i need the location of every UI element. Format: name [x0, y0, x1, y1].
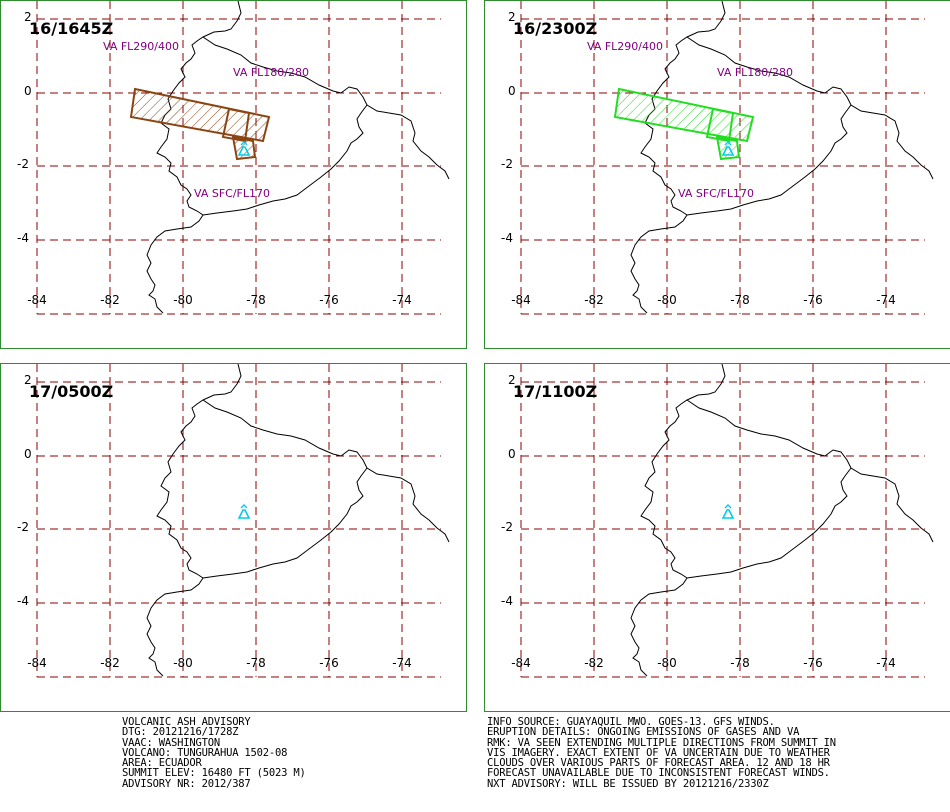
lon-tick-label: -76: [803, 656, 823, 670]
coastline: [146, 364, 242, 677]
lon-tick-label: -74: [876, 293, 896, 307]
lon-tick-label: -80: [657, 656, 677, 670]
country-border: [202, 399, 450, 579]
ash-area-fl290-400: [613, 87, 755, 143]
lon-tick-label: -80: [173, 656, 193, 670]
lon-tick-label: -78: [730, 656, 750, 670]
lat-tick-label: 2: [24, 10, 32, 24]
map-canvas-1: [36, 1, 450, 315]
advisory-line: RMK: VA SEEN EXTENDING MULTIPLE DIRECTIO…: [487, 736, 836, 749]
lat-tick-label: 0: [508, 447, 516, 461]
map-panel-3: 17/0500Z -84 -82 -80 -78 -76 -74 2 0 -2 -4: [0, 363, 467, 712]
lat-tick-label: -2: [501, 157, 513, 171]
advisory-line: VOLCANIC ASH ADVISORY: [122, 716, 251, 728]
va-label-sw: VA SFC/FL170: [678, 187, 754, 200]
advisory-line: AREA: ECUADOR: [122, 757, 202, 770]
va-label-ne: VA FL180/280: [233, 66, 309, 79]
country-border: [686, 399, 934, 579]
advisory-details-block: INFO SOURCE: GUAYAQUIL MWO. GOES-13. GFS…: [487, 716, 836, 790]
lat-tick-label: -4: [17, 231, 29, 245]
advisory-line: DTG: 20121216/1728Z: [122, 726, 239, 739]
lat-tick-label: -2: [17, 520, 29, 534]
advisory-line: ADVISORY NR: 2012/387: [122, 777, 251, 790]
ash-area-sfc-fl170: [715, 135, 741, 161]
advisory-line: CLOUDS OVER VARIOUS PARTS OF FORECAST AR…: [487, 757, 830, 770]
panel-time-label: 16/2300Z: [513, 19, 598, 38]
coastline: [146, 1, 242, 314]
advisory-line: ERUPTION DETAILS: ONGOING EMISSIONS OF G…: [487, 726, 800, 739]
map-canvas-3: [36, 364, 450, 678]
panel-time-label: 16/1645Z: [29, 19, 114, 38]
lat-tick-label: 0: [24, 84, 32, 98]
lon-tick-label: -74: [392, 293, 412, 307]
va-label-ne: VA FL180/280: [717, 66, 793, 79]
map-canvas-2: [520, 1, 934, 315]
advisory-line: INFO SOURCE: GUAYAQUIL MWO. GOES-13. GFS…: [487, 716, 775, 728]
lat-tick-label: 2: [24, 373, 32, 387]
lon-tick-label: -84: [511, 656, 531, 670]
ash-area-sfc-fl170: [231, 135, 257, 161]
lon-tick-label: -78: [246, 656, 266, 670]
ash-area-fl290-400: [129, 87, 271, 143]
advisory-line: VOLCANO: TUNGURAHUA 1502-08: [122, 746, 288, 759]
lon-tick-label: -80: [173, 293, 193, 307]
map-canvas-4: [520, 364, 934, 678]
map-panel-2: 16/2300Z VA FL290/400 VA FL180/280 VA SF…: [484, 0, 950, 349]
lon-tick-label: -74: [876, 656, 896, 670]
advisory-line: NXT ADVISORY: WILL BE ISSUED BY 20121216…: [487, 777, 769, 790]
country-border: [202, 36, 450, 216]
coastline: [630, 364, 726, 677]
lat-tick-label: 2: [508, 10, 516, 24]
advisory-line: VIS IMAGERY. EXACT EXTENT OF VA UNCERTAI…: [487, 746, 830, 759]
country-border: [686, 36, 934, 216]
map-panel-1: 16/1645Z VA FL290/400 VA FL180/280 VA SF…: [0, 0, 467, 349]
lon-tick-label: -78: [246, 293, 266, 307]
lon-tick-label: -76: [319, 293, 339, 307]
va-label-nw: VA FL290/400: [587, 40, 663, 53]
lon-tick-label: -82: [584, 293, 604, 307]
lon-tick-label: -76: [319, 656, 339, 670]
advisory-line: VAAC: WASHINGTON: [122, 736, 220, 749]
volcano-icon: [237, 141, 251, 156]
advisory-line: FORECAST UNAVAILABLE DUE TO INCONSISTENT…: [487, 767, 830, 780]
lon-tick-label: -82: [584, 656, 604, 670]
va-label-sw: VA SFC/FL170: [194, 187, 270, 200]
va-label-nw: VA FL290/400: [103, 40, 179, 53]
lat-tick-label: 2: [508, 373, 516, 387]
map-panel-4: 17/1100Z -84 -82 -80 -78 -76 -74 2 0 -2 -4: [484, 363, 950, 712]
lat-tick-label: -4: [501, 594, 513, 608]
volcano-icon: [721, 141, 735, 156]
panel-time-label: 17/0500Z: [29, 382, 114, 401]
volcano-icon: [237, 504, 251, 519]
lon-tick-label: -82: [100, 656, 120, 670]
lat-tick-label: -2: [17, 157, 29, 171]
lon-tick-label: -84: [511, 293, 531, 307]
panel-time-label: 17/1100Z: [513, 382, 598, 401]
lat-tick-label: 0: [508, 84, 516, 98]
lat-tick-label: -4: [17, 594, 29, 608]
lon-tick-label: -84: [27, 656, 47, 670]
lon-tick-label: -84: [27, 293, 47, 307]
lon-tick-label: -78: [730, 293, 750, 307]
coastline: [630, 1, 726, 314]
lon-tick-label: -80: [657, 293, 677, 307]
advisory-line: SUMMIT ELEV: 16480 FT (5023 M): [122, 767, 306, 780]
lon-tick-label: -76: [803, 293, 823, 307]
lat-tick-label: 0: [24, 447, 32, 461]
volcano-icon: [721, 504, 735, 519]
lat-tick-label: -4: [501, 231, 513, 245]
lon-tick-label: -82: [100, 293, 120, 307]
advisory-header-block: VOLCANIC ASH ADVISORY DTG: 20121216/1728…: [122, 716, 306, 790]
lat-tick-label: -2: [501, 520, 513, 534]
lon-tick-label: -74: [392, 656, 412, 670]
